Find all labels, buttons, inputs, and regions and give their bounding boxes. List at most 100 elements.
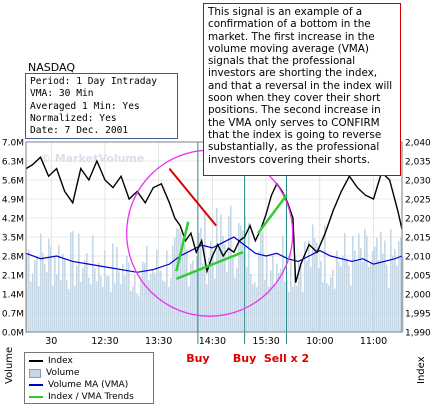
info-averaged: Averaged 1 Min: Yes	[30, 100, 140, 112]
volume-bar	[34, 260, 36, 332]
vma-trend-second	[257, 194, 288, 234]
volume-bars	[26, 205, 404, 332]
volume-bar	[284, 281, 286, 332]
volume-bar	[278, 272, 280, 332]
volume-bar	[188, 286, 190, 332]
right-tick-label: 2,040	[405, 139, 431, 149]
legend-label-index: Index	[48, 356, 73, 366]
volume-bar	[270, 270, 272, 332]
signal-label: Buy	[233, 352, 256, 365]
legend-swatch-volume	[29, 368, 41, 378]
volume-bar	[396, 265, 398, 332]
volume-bar	[166, 250, 168, 332]
volume-bar	[198, 232, 200, 332]
left-tick-label: 5.6M	[2, 177, 24, 187]
volume-bar	[260, 231, 262, 332]
volume-bar	[366, 235, 368, 332]
volume-bar	[142, 261, 144, 332]
legend-label-vma: Volume MA (VMA)	[48, 380, 129, 390]
chart-legend: Index Volume Volume MA (VMA) Index / VMA…	[24, 352, 154, 404]
volume-bar	[112, 243, 114, 332]
info-box: Period: 1 Day Intraday VMA: 30 Min Avera…	[25, 73, 178, 139]
x-tick-label: 14:30	[199, 336, 226, 347]
volume-bar	[360, 247, 362, 332]
volume-bar	[304, 241, 306, 332]
volume-bar	[250, 273, 252, 332]
volume-bar	[42, 252, 44, 332]
volume-bar	[350, 285, 352, 332]
volume-bar	[314, 238, 316, 332]
x-tick-label: 30	[45, 336, 57, 347]
volume-bar	[76, 265, 78, 332]
legend-item-vma: Volume MA (VMA)	[29, 379, 149, 391]
volume-bar	[208, 257, 210, 332]
right-axis-ticks: 1,990 1,995 2,000 2,005 2,010 2,015 2,020 2,025…	[405, 139, 431, 339]
volume-bar	[236, 267, 238, 332]
volume-bar	[252, 284, 254, 332]
volume-bar	[344, 232, 346, 332]
volume-bar	[372, 250, 374, 332]
right-tick-label: 2,015	[405, 234, 431, 244]
volume-bar	[218, 248, 220, 332]
volume-bar	[64, 259, 66, 332]
right-tick-label: 1,990	[405, 329, 431, 339]
volume-bar	[388, 287, 390, 332]
volume-bar	[174, 237, 176, 332]
left-tick-label: 0.0M	[2, 329, 24, 339]
right-tick-label: 2,025	[405, 196, 431, 206]
volume-bar	[234, 277, 236, 332]
x-tick-label: 15:30	[252, 336, 279, 347]
left-axis-ticks: 0.0M 0.7M 1.4M 2.1M 2.8M 3.5M 4.2M 4.9M 5.6M 6.3M…	[2, 139, 24, 339]
right-axis-label: Index	[416, 356, 427, 384]
info-date: Date: 7 Dec. 2001	[30, 125, 129, 137]
volume-bar	[184, 244, 186, 332]
left-tick-label: 6.3M	[2, 158, 24, 168]
volume-bar	[32, 273, 34, 332]
volume-bar	[186, 249, 188, 332]
trend-overlays	[126, 149, 294, 317]
left-tick-label: 2.8M	[2, 253, 24, 263]
volume-bar	[60, 280, 62, 332]
volume-bar	[338, 261, 340, 332]
volume-bar	[312, 224, 314, 332]
volume-bar	[46, 272, 48, 332]
volume-bar	[204, 210, 206, 332]
signal-labels: Buy Buy Sell x 2	[186, 352, 309, 365]
volume-bar	[86, 253, 88, 332]
volume-bar	[382, 253, 384, 332]
volume-bar	[94, 268, 96, 332]
volume-bar	[98, 262, 100, 332]
volume-bar	[402, 255, 404, 332]
volume-bar	[28, 249, 30, 332]
volume-bar	[154, 272, 156, 332]
volume-bar	[294, 266, 296, 332]
volume-bar	[180, 231, 182, 332]
volume-bar	[102, 286, 104, 332]
right-tick-label: 2,000	[405, 291, 431, 301]
volume-bar	[168, 286, 170, 332]
volume-bar	[90, 284, 92, 332]
left-tick-label: 0.7M	[2, 310, 24, 320]
volume-bar	[44, 264, 46, 332]
volume-bar	[374, 246, 376, 332]
info-vma: VMA: 30 Min	[30, 88, 94, 100]
volume-bar	[206, 284, 208, 332]
volume-bar	[242, 230, 244, 332]
index-resistance-trend	[168, 167, 217, 227]
volume-bar	[192, 260, 194, 332]
volume-bar	[392, 255, 394, 332]
volume-bar	[282, 235, 284, 332]
volume-bar	[196, 256, 198, 332]
volume-bar	[66, 280, 68, 332]
volume-bar	[56, 274, 58, 332]
volume-bar	[290, 251, 292, 332]
volume-bar	[302, 291, 304, 332]
volume-bar	[40, 233, 42, 332]
x-tick-label: 10:00	[306, 336, 333, 347]
volume-bar	[50, 246, 52, 332]
index-trend-lows	[175, 251, 244, 280]
volume-bar	[58, 244, 60, 332]
vma-trend-first	[175, 221, 190, 272]
left-tick-label: 1.4M	[2, 291, 24, 301]
